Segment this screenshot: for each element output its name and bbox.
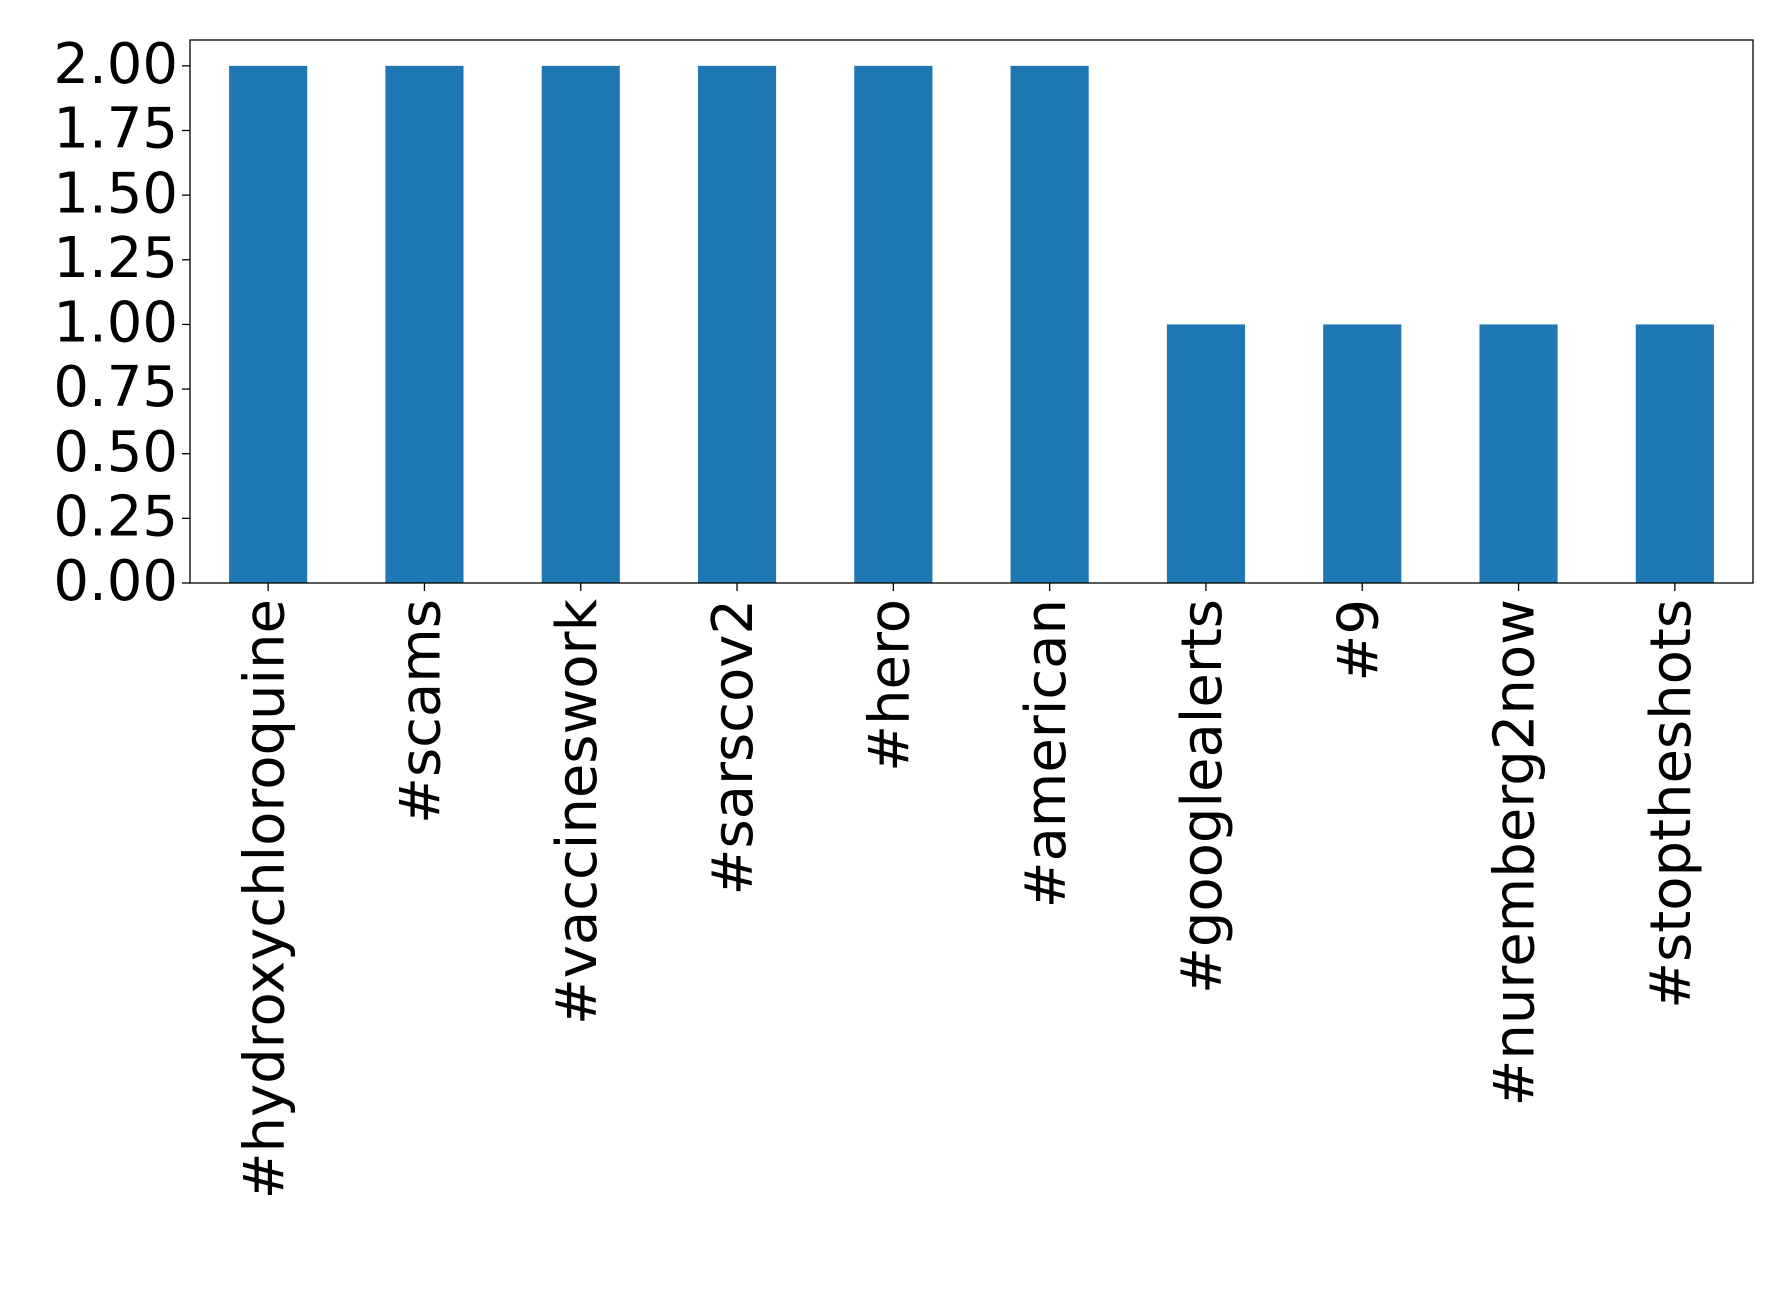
x-tick-label: #vaccineswork <box>545 598 610 1025</box>
y-tick-label: 0.25 <box>53 484 178 549</box>
bar <box>1010 65 1089 584</box>
x-tick-label: #american <box>1014 599 1079 908</box>
bar <box>1635 324 1714 583</box>
y-tick-label: 2.00 <box>53 32 178 97</box>
bar <box>541 65 620 584</box>
x-tick-label: #hydroxychloroquine <box>232 599 297 1199</box>
y-tick-label: 1.75 <box>53 97 178 162</box>
y-tick-label: 1.50 <box>53 161 178 226</box>
y-tick-label: 0.00 <box>53 549 178 614</box>
y-tick-label: 0.50 <box>53 420 178 485</box>
bar <box>854 65 933 584</box>
x-tick-label: #9 <box>1326 599 1391 682</box>
x-tick-label: #stoptheshots <box>1639 599 1704 1009</box>
y-tick-label: 1.25 <box>53 226 178 291</box>
plot-frame <box>189 39 1754 584</box>
x-tick-label: #googlealerts <box>1170 599 1235 994</box>
x-tick-label: #nuremberg2now <box>1483 599 1548 1106</box>
x-tick-label: #sarscov2 <box>701 599 766 895</box>
y-tick-label: 1.00 <box>53 291 178 356</box>
x-tick-label: #hero <box>857 599 922 772</box>
bar <box>697 65 777 584</box>
x-tick-label: #scams <box>389 599 454 824</box>
bar <box>1479 324 1558 583</box>
bar <box>1166 324 1246 583</box>
bar <box>1323 324 1402 583</box>
y-tick-label: 0.75 <box>53 355 178 420</box>
bar <box>229 65 308 584</box>
bar <box>385 65 464 584</box>
